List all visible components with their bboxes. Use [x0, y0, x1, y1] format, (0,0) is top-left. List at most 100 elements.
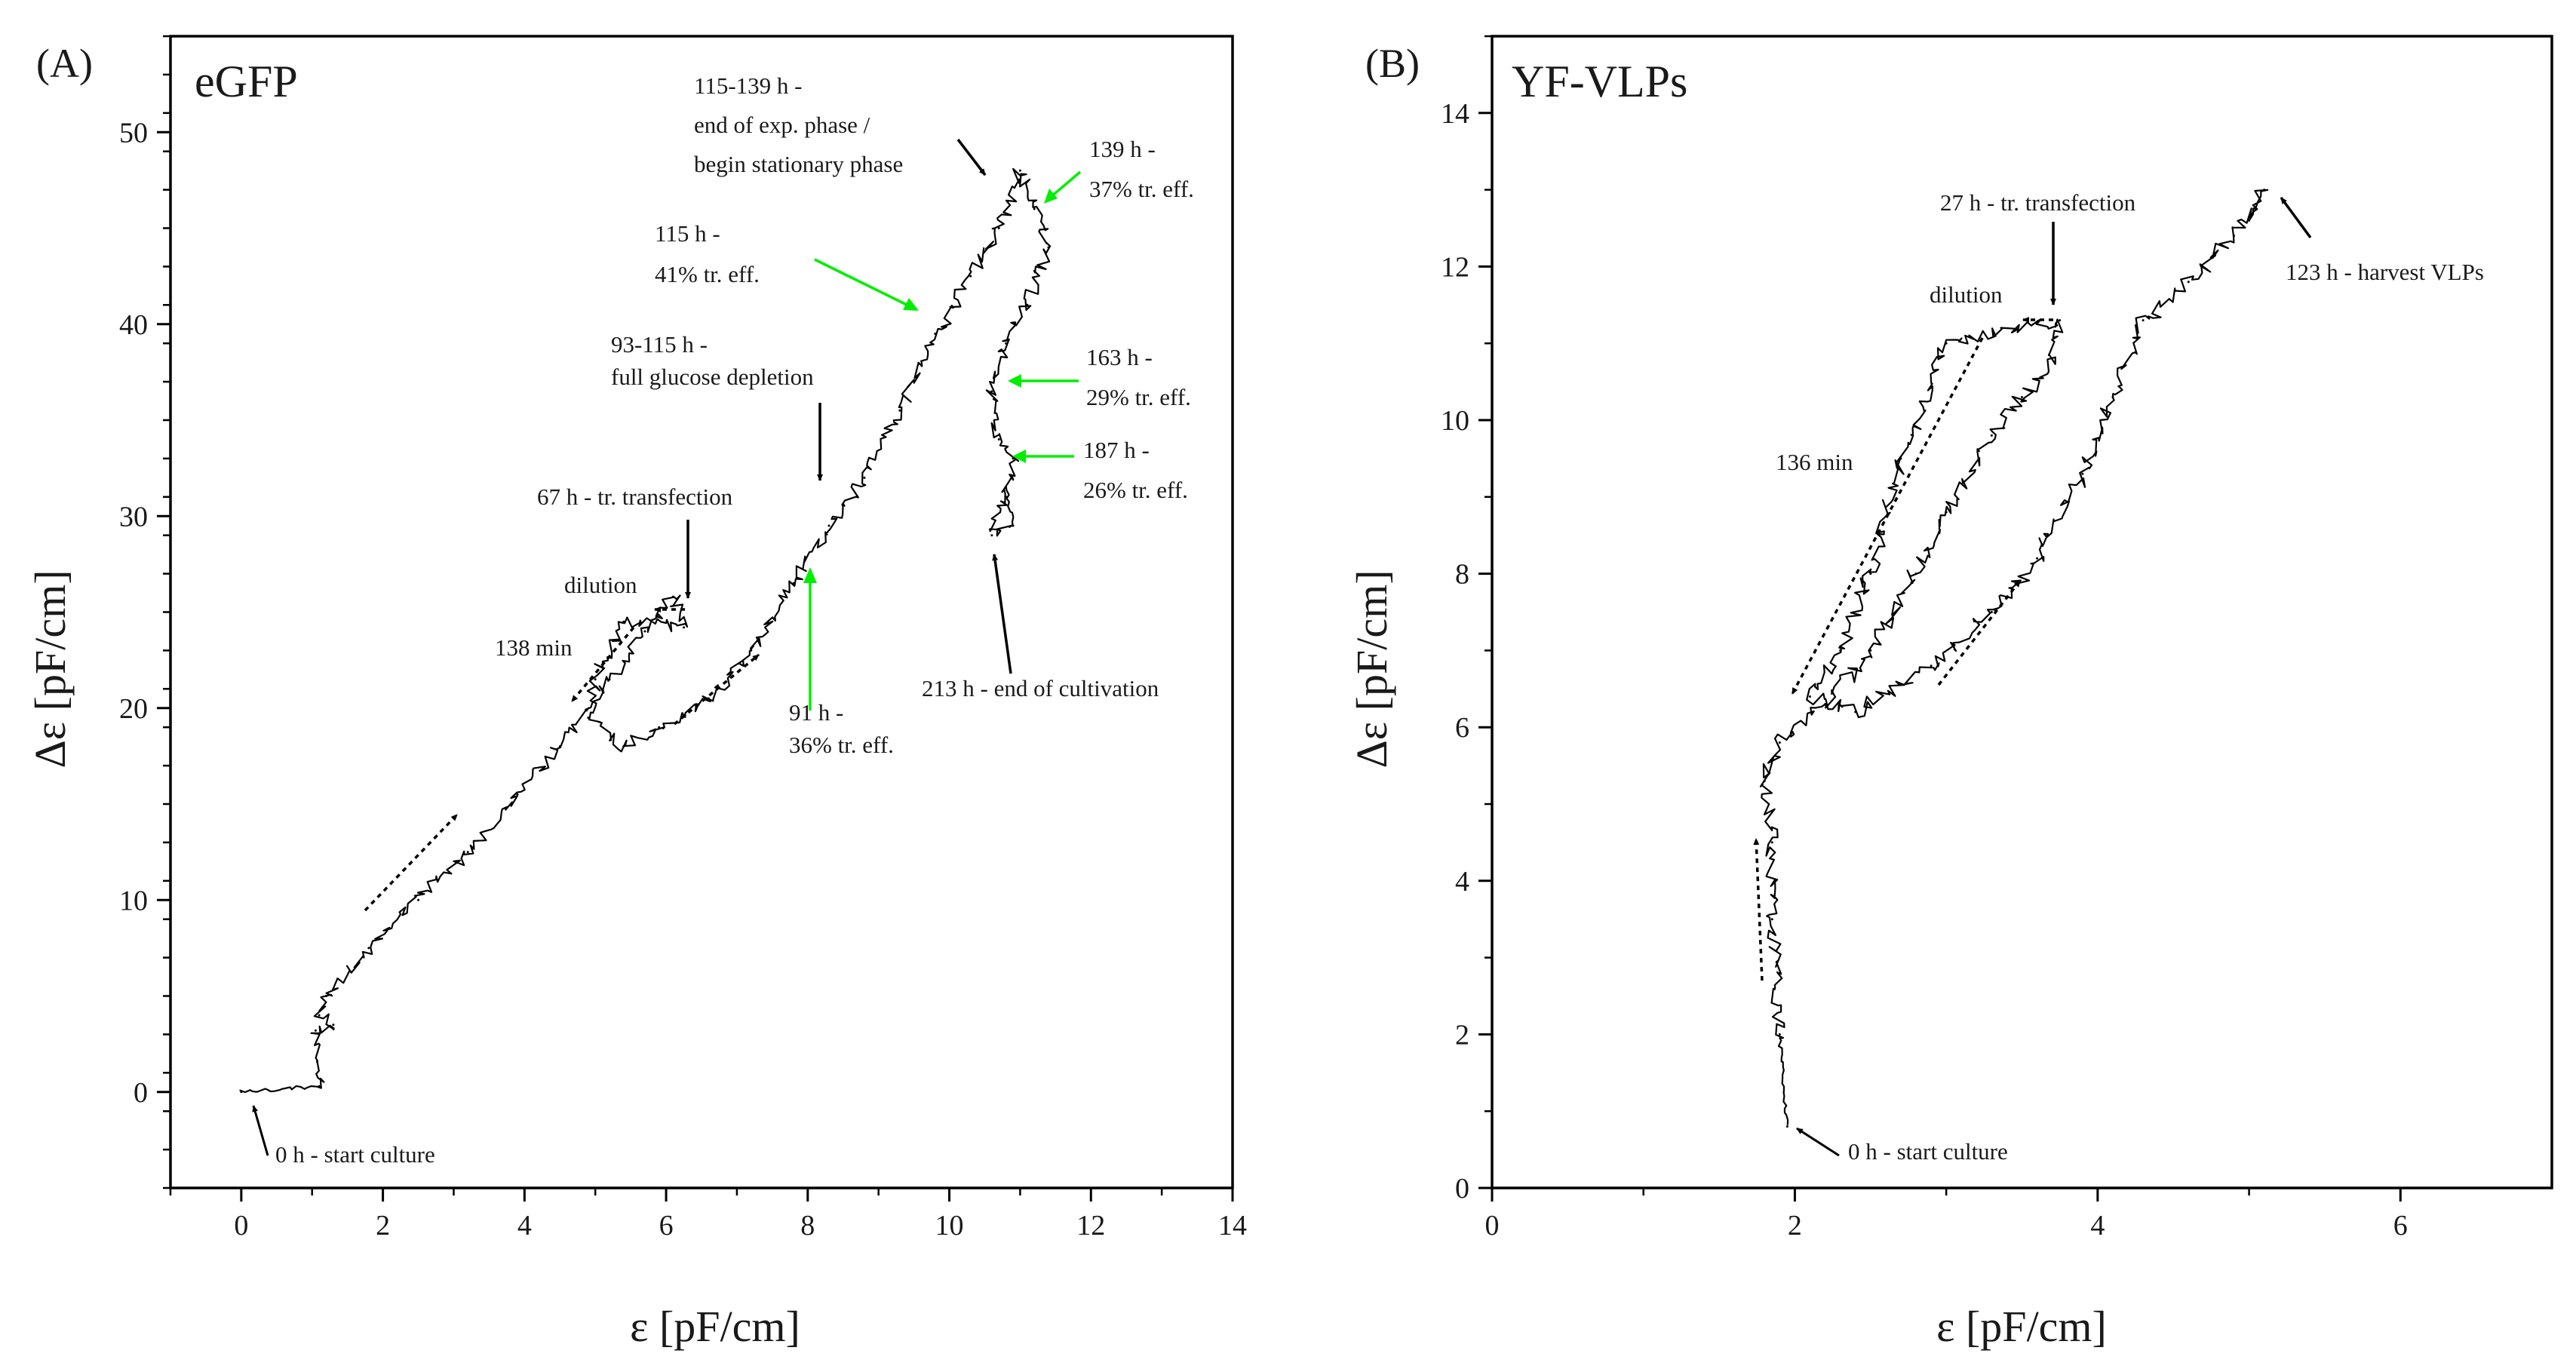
arrow-b-136min	[1791, 337, 1984, 695]
data-point	[1854, 711, 1857, 714]
panel-a-frame	[169, 35, 1234, 1189]
x-tick-label: 8	[800, 1210, 815, 1242]
annotation-b-start: 0 h - start culture	[1848, 1138, 2008, 1165]
panel-b-plot-area	[1759, 189, 2269, 1128]
data-point	[997, 227, 1000, 229]
annotation-a-139h: 139 h - 37% tr. eff.	[1089, 136, 1194, 202]
data-point	[332, 1024, 335, 1027]
data-point	[1778, 1033, 1781, 1036]
annotation-a-glucose-depletion: 93-115 h - full glucose depletion	[611, 331, 814, 390]
x-tick-label: 12	[1076, 1210, 1105, 1242]
data-point	[2187, 281, 2190, 284]
data-point	[2021, 395, 2023, 398]
arrow-b-direction-2	[1937, 579, 2022, 686]
annotation-a-163h: 163 h - 29% tr. eff.	[1086, 344, 1191, 410]
data-point	[1839, 649, 1842, 652]
data-point	[1914, 572, 1917, 576]
data-point	[1899, 457, 1902, 460]
y-tick-label: 10	[119, 885, 148, 916]
panel-b-annotations: 0 h - start culture 27 h - tr. transfect…	[1776, 189, 2484, 1165]
data-point	[1005, 496, 1008, 499]
x-tick-label: 6	[2393, 1210, 2408, 1242]
data-point	[558, 745, 561, 748]
y-tick-label: 0	[1455, 1173, 1469, 1205]
y-tick-label: 20	[119, 693, 148, 725]
data-point	[934, 332, 937, 335]
data-point	[969, 275, 972, 278]
data-point	[671, 595, 674, 598]
panel-a-y-axis-title: Δε [pF/cm]	[26, 569, 75, 768]
y-tick-label: 4	[1455, 866, 1469, 898]
data-point	[750, 649, 753, 652]
data-point	[1869, 572, 1872, 576]
panel-b-title: YF-VLPs	[1512, 57, 1687, 106]
data-point	[1026, 303, 1029, 306]
y-tick-label: 0	[134, 1077, 148, 1109]
panel-a: (A) eGFP 0 2 4 6 8 10 12 14 0 10 20 30 40 50 ε [pF/cm…	[26, 35, 1247, 1351]
data-point	[2081, 472, 2084, 475]
data-point	[827, 524, 831, 527]
arrow-a-end	[992, 554, 1012, 674]
data-point	[1005, 486, 1008, 489]
arrow-a-115h	[814, 258, 910, 308]
data-point	[466, 851, 469, 854]
annotation-a-187h: 187 h - 26% tr. eff.	[1083, 437, 1188, 503]
y-tick-label: 40	[119, 309, 148, 341]
data-point	[2248, 219, 2251, 222]
data-point	[997, 437, 1000, 440]
arrow-a-direction-2	[673, 653, 760, 726]
data-point	[1990, 611, 1993, 613]
arrow-a-163h-head	[1008, 374, 1021, 388]
data-point	[1990, 434, 1993, 437]
data-point	[1809, 695, 1811, 698]
panel-a-x-axis-title: ε [pF/cm]	[630, 1302, 800, 1351]
data-point	[863, 476, 866, 479]
x-tick-label: 0	[1485, 1210, 1500, 1242]
data-point	[1763, 779, 1766, 782]
series-line-trajectory	[1759, 189, 2269, 1125]
arrow-a-138min	[570, 626, 635, 703]
arrow-a-stationary	[956, 138, 987, 176]
panel-a-plot-area	[239, 167, 1052, 1094]
data-point	[240, 1091, 243, 1094]
data-point	[1047, 246, 1050, 249]
panel-b-arrows	[1753, 196, 2312, 1157]
panel-a-axes: 0 2 4 6 8 10 12 14 0 10 20 30 40 50	[119, 35, 1247, 1242]
data-point	[898, 409, 901, 412]
annotation-b-136min: 136 min	[1776, 449, 1853, 475]
data-point	[314, 1029, 317, 1032]
data-point	[622, 620, 625, 623]
data-point	[318, 1085, 321, 1088]
data-point	[2036, 557, 2039, 560]
annotation-a-stationary: 115-139 h - end of exp. phase / begin st…	[694, 72, 903, 177]
x-tick-label: 14	[1218, 1210, 1247, 1242]
data-point	[792, 582, 795, 585]
annotation-a-91h: 91 h - 36% tr. eff.	[789, 699, 894, 758]
data-point	[1018, 169, 1021, 172]
data-point	[1824, 703, 1827, 706]
data-point	[2111, 395, 2114, 398]
data-point	[1005, 342, 1008, 345]
data-point	[2059, 319, 2062, 322]
data-point	[1869, 649, 1872, 652]
annotation-a-start: 0 h - start culture	[275, 1141, 435, 1168]
x-tick-label: 0	[234, 1210, 248, 1242]
data-point	[643, 630, 646, 633]
arrow-a-139h-head	[1044, 189, 1058, 204]
data-point	[608, 678, 611, 681]
panel-a-title: eGFP	[195, 57, 298, 106]
data-point	[1012, 524, 1015, 527]
annotation-b-harvest: 123 h - harvest VLPs	[2286, 259, 2484, 285]
arrow-a-direction-1	[364, 813, 459, 912]
panel-a-label: (A)	[36, 41, 93, 86]
arrow-b-start	[1796, 1127, 1840, 1157]
data-point	[990, 390, 993, 393]
annotation-a-115h: 115 h - 41% tr. eff.	[655, 220, 760, 287]
arrow-a-187h-head	[1012, 450, 1026, 463]
y-tick-label: 8	[1455, 559, 1469, 591]
annotation-b-dilution: dilution	[1930, 281, 2003, 308]
data-point	[1785, 1125, 1788, 1128]
x-tick-label: 2	[1788, 1210, 1802, 1242]
data-point	[367, 947, 370, 950]
